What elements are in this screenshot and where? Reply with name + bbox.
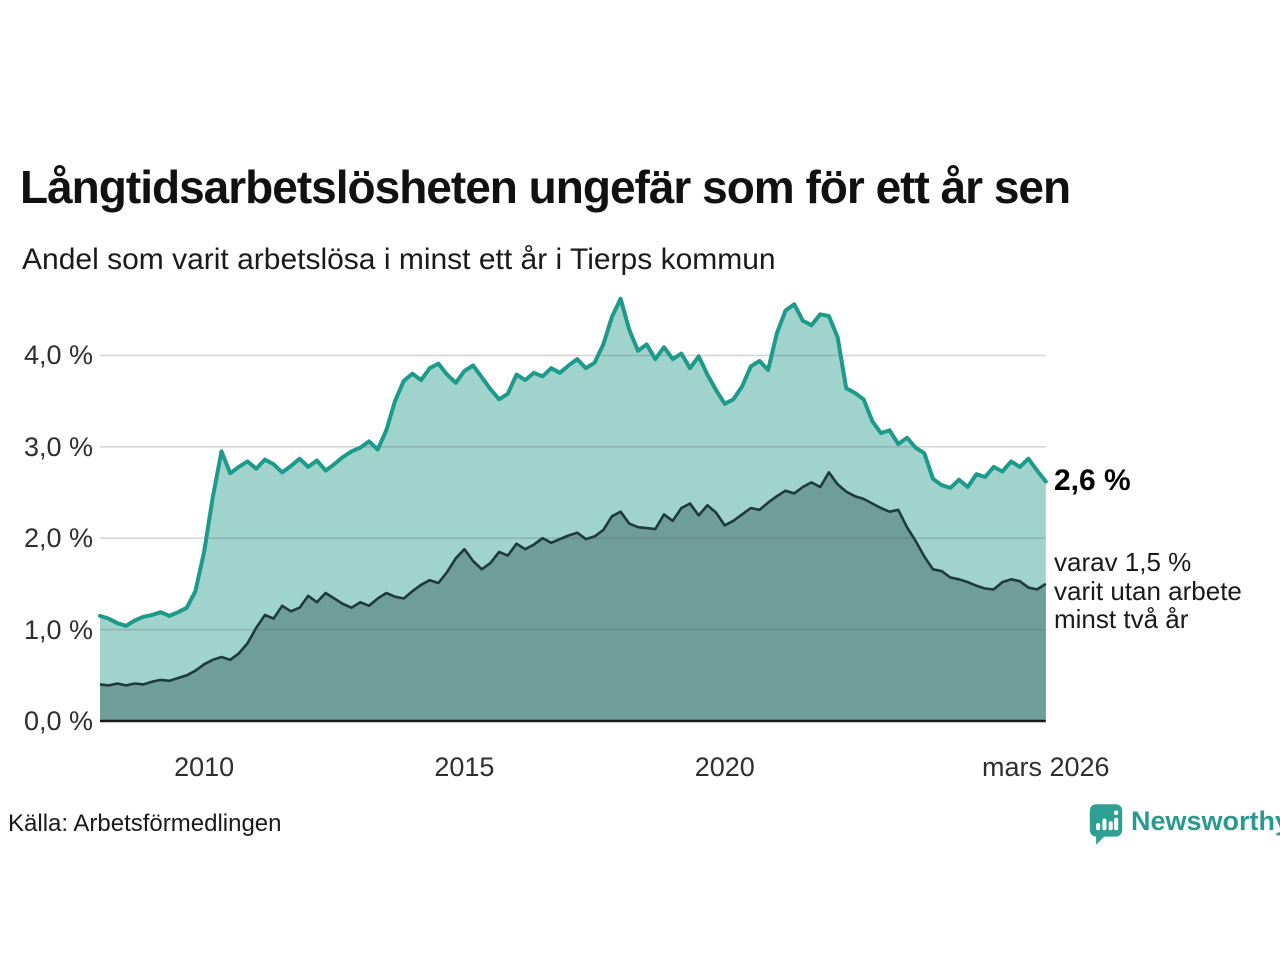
x-axis-tick-label: mars 2026: [982, 752, 1110, 782]
annotation-secondary-line: varit utan arbete: [1054, 575, 1242, 606]
x-axis-tick-label: 2020: [694, 752, 755, 782]
annotation-secondary-line: varav 1,5 %: [1054, 547, 1192, 577]
annotation-secondary: varav 1,5 % varit utan arbete minst två …: [1054, 548, 1242, 634]
newsworthy-brand: Newsworthy: [1088, 802, 1280, 851]
y-axis-tick-label: 0,0 %: [23, 706, 93, 736]
y-axis-tick-label: 1,0 %: [23, 614, 93, 645]
annotation-latest-value: 2,6 %: [1054, 464, 1131, 497]
page-title: Långtidsarbetslösheten ungefär som för e…: [20, 160, 1071, 213]
newsworthy-logo-icon: [1088, 802, 1124, 851]
y-axis-tick-label: 4,0 %: [23, 340, 93, 371]
y-axis-tick-label: 3,0 %: [23, 431, 93, 462]
x-axis-tick-label: 2010: [174, 752, 235, 782]
x-axis-tick-label: 2015: [434, 752, 495, 782]
annotation-secondary-line: minst två år: [1054, 604, 1189, 634]
source-note: Källa: Arbetsförmedlingen: [8, 810, 282, 837]
page-subtitle: Andel som varit arbetslösa i minst ett å…: [22, 243, 776, 276]
y-axis-tick-label: 2,0 %: [23, 523, 93, 554]
newsworthy-wordmark: Newsworthy: [1131, 806, 1280, 836]
